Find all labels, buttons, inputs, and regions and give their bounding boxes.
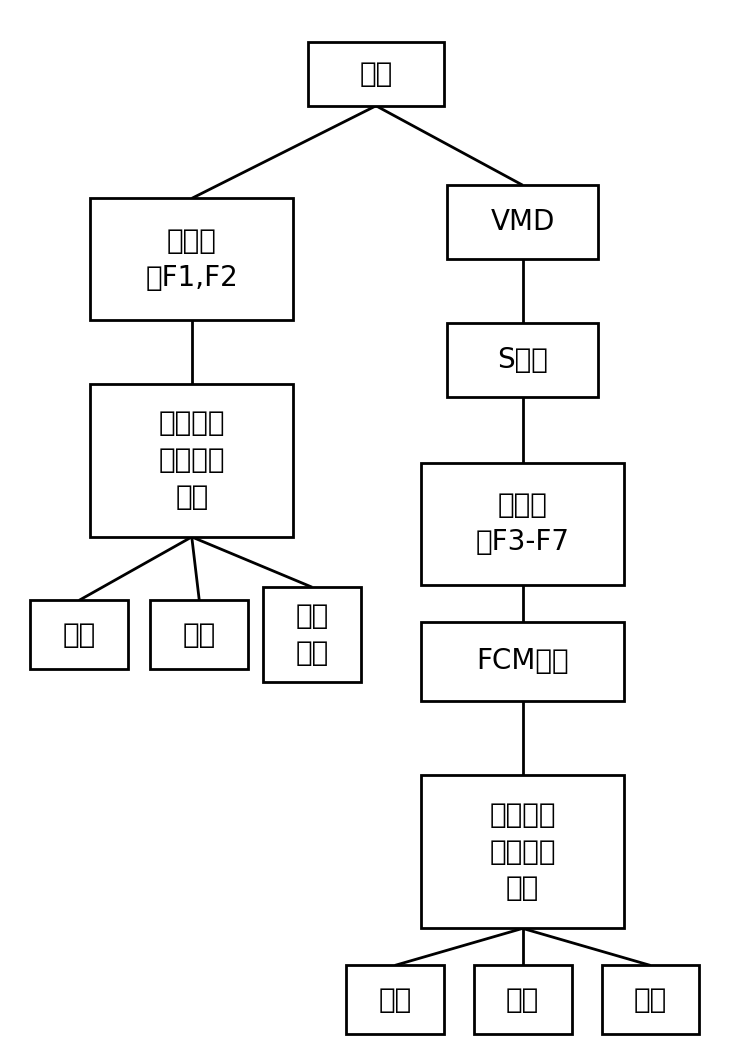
FancyBboxPatch shape xyxy=(474,965,572,1035)
Text: 风能: 风能 xyxy=(62,621,96,649)
Text: 孤岛: 孤岛 xyxy=(634,986,667,1014)
FancyBboxPatch shape xyxy=(30,600,128,669)
FancyBboxPatch shape xyxy=(263,587,361,682)
FancyBboxPatch shape xyxy=(308,42,444,106)
Text: 基于接入
能源类型
分类: 基于接入 能源类型 分类 xyxy=(159,409,225,511)
FancyBboxPatch shape xyxy=(447,323,598,397)
FancyBboxPatch shape xyxy=(421,463,624,584)
Text: S变换: S变换 xyxy=(497,346,548,373)
FancyBboxPatch shape xyxy=(421,621,624,700)
Text: 中断: 中断 xyxy=(506,986,539,1014)
FancyBboxPatch shape xyxy=(90,199,293,320)
Text: 特征提
取F3-F7: 特征提 取F3-F7 xyxy=(475,491,570,557)
Text: 特征提
取F1,F2: 特征提 取F1,F2 xyxy=(145,226,238,292)
Text: 信号: 信号 xyxy=(359,60,393,88)
Text: 并网: 并网 xyxy=(378,986,411,1014)
FancyBboxPatch shape xyxy=(346,965,444,1035)
FancyBboxPatch shape xyxy=(421,774,624,929)
Text: 同时
接入: 同时 接入 xyxy=(296,602,329,668)
Text: 基于操作
事件改变
分类: 基于操作 事件改变 分类 xyxy=(490,801,556,902)
FancyBboxPatch shape xyxy=(447,185,598,259)
FancyBboxPatch shape xyxy=(90,384,293,537)
Text: 光伏: 光伏 xyxy=(183,621,216,649)
Text: FCM聚类: FCM聚类 xyxy=(476,647,569,675)
FancyBboxPatch shape xyxy=(150,600,248,669)
Text: VMD: VMD xyxy=(490,208,555,236)
FancyBboxPatch shape xyxy=(602,965,699,1035)
